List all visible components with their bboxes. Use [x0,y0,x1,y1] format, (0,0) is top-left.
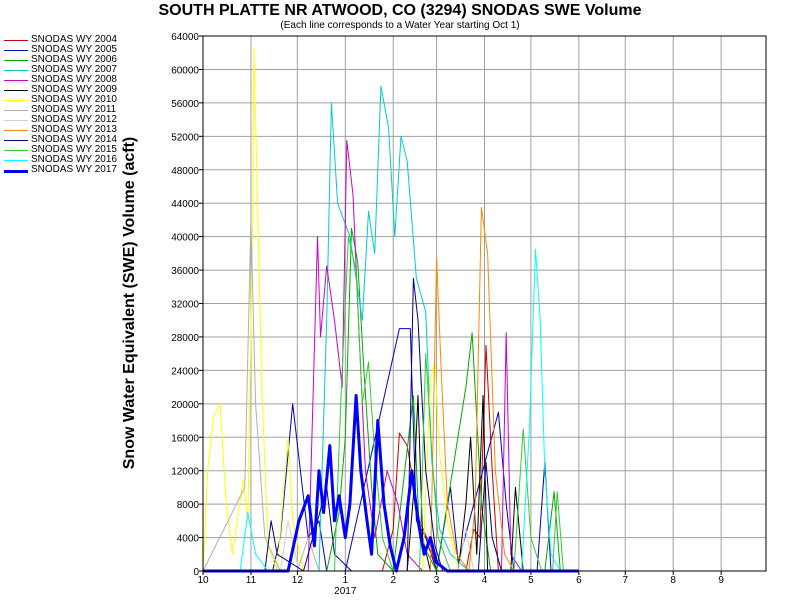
x-tick-label: 1 [343,575,349,586]
legend-label: SNODAS WY 2014 [31,134,117,145]
legend-label: SNODAS WY 2008 [31,74,117,85]
series-line [202,48,579,572]
x-tick-label: 11 [246,575,257,586]
plot-frame [202,35,767,572]
y-tick-label: 0 [193,567,199,578]
legend-label: SNODAS WY 2013 [31,124,117,135]
x-tick-label: 3 [434,575,440,586]
y-tick-label: 52000 [171,132,199,143]
y-tick-label: 8000 [177,500,200,511]
legend-label: SNODAS WY 2010 [31,94,117,105]
y-tick-label: 44000 [171,199,199,210]
legend-swatch [4,100,28,101]
chart-subtitle: (Each line corresponds to a Water Year s… [280,20,520,31]
series-line [203,140,579,572]
x-tick-label: 4 [482,575,488,586]
legend-swatch [4,150,28,151]
x-tick-label: 6 [576,575,582,586]
series-line [203,277,579,572]
series-line [202,219,579,572]
legend-swatch [4,110,28,111]
chart-title: SOUTH PLATTE NR ATWOOD, CO (3294) SNODAS… [158,2,642,19]
x-tick-label: 5 [528,575,534,586]
y-tick-label: 32000 [171,300,199,311]
legend-swatch [4,170,28,173]
series-line [203,248,579,572]
legend-swatch [4,80,28,81]
x-tick-label: 12 [292,575,304,586]
y-tick-label: 48000 [171,166,199,177]
legend-label: SNODAS WY 2012 [31,114,117,125]
x-tick-label: 2 [390,575,396,586]
y-tick-label: 28000 [171,333,199,344]
series-line [203,395,579,572]
y-tick-label: 4000 [177,534,200,545]
x-tick-label: 8 [670,575,676,586]
legend-swatch [4,60,28,61]
y-tick-label: 12000 [171,467,199,478]
y-tick-label: 64000 [171,32,199,43]
legend-swatch [4,70,28,71]
y-tick-label: 40000 [171,233,199,244]
legend-swatch [4,140,28,141]
y-tick-label: 24000 [171,366,199,377]
legend-swatch [4,160,28,161]
series-line [203,394,579,573]
series-line [203,85,579,572]
legend-label: SNODAS WY 2016 [31,154,117,165]
x-tick-label: 10 [197,575,209,586]
y-tick-label: 56000 [171,99,199,110]
y-tick-label: 36000 [171,266,199,277]
legend-label: SNODAS WY 2011 [31,104,117,115]
x-tick-label: 9 [718,575,724,586]
legend-label: SNODAS WY 2015 [31,144,117,155]
legend-swatch [4,90,28,91]
legend-swatch [4,130,28,131]
x-year-label: 2017 [334,586,357,597]
legend-label: SNODAS WY 2006 [31,54,117,65]
legend-label: SNODAS WY 2005 [31,44,117,55]
y-tick-label: 20000 [171,400,199,411]
legend-label: SNODAS WY 2009 [31,84,117,95]
series-line [203,206,579,572]
y-tick-label: 60000 [171,65,199,76]
legend-label: SNODAS WY 2007 [31,64,117,75]
legend-swatch [4,40,28,41]
x-tick-label: 7 [622,575,628,586]
legend-swatch [4,120,28,121]
y-tick-label: 16000 [171,433,199,444]
legend-label: SNODAS WY 2004 [31,34,117,45]
legend-swatch [4,50,28,51]
legend-label: SNODAS WY 2017 [31,164,117,175]
